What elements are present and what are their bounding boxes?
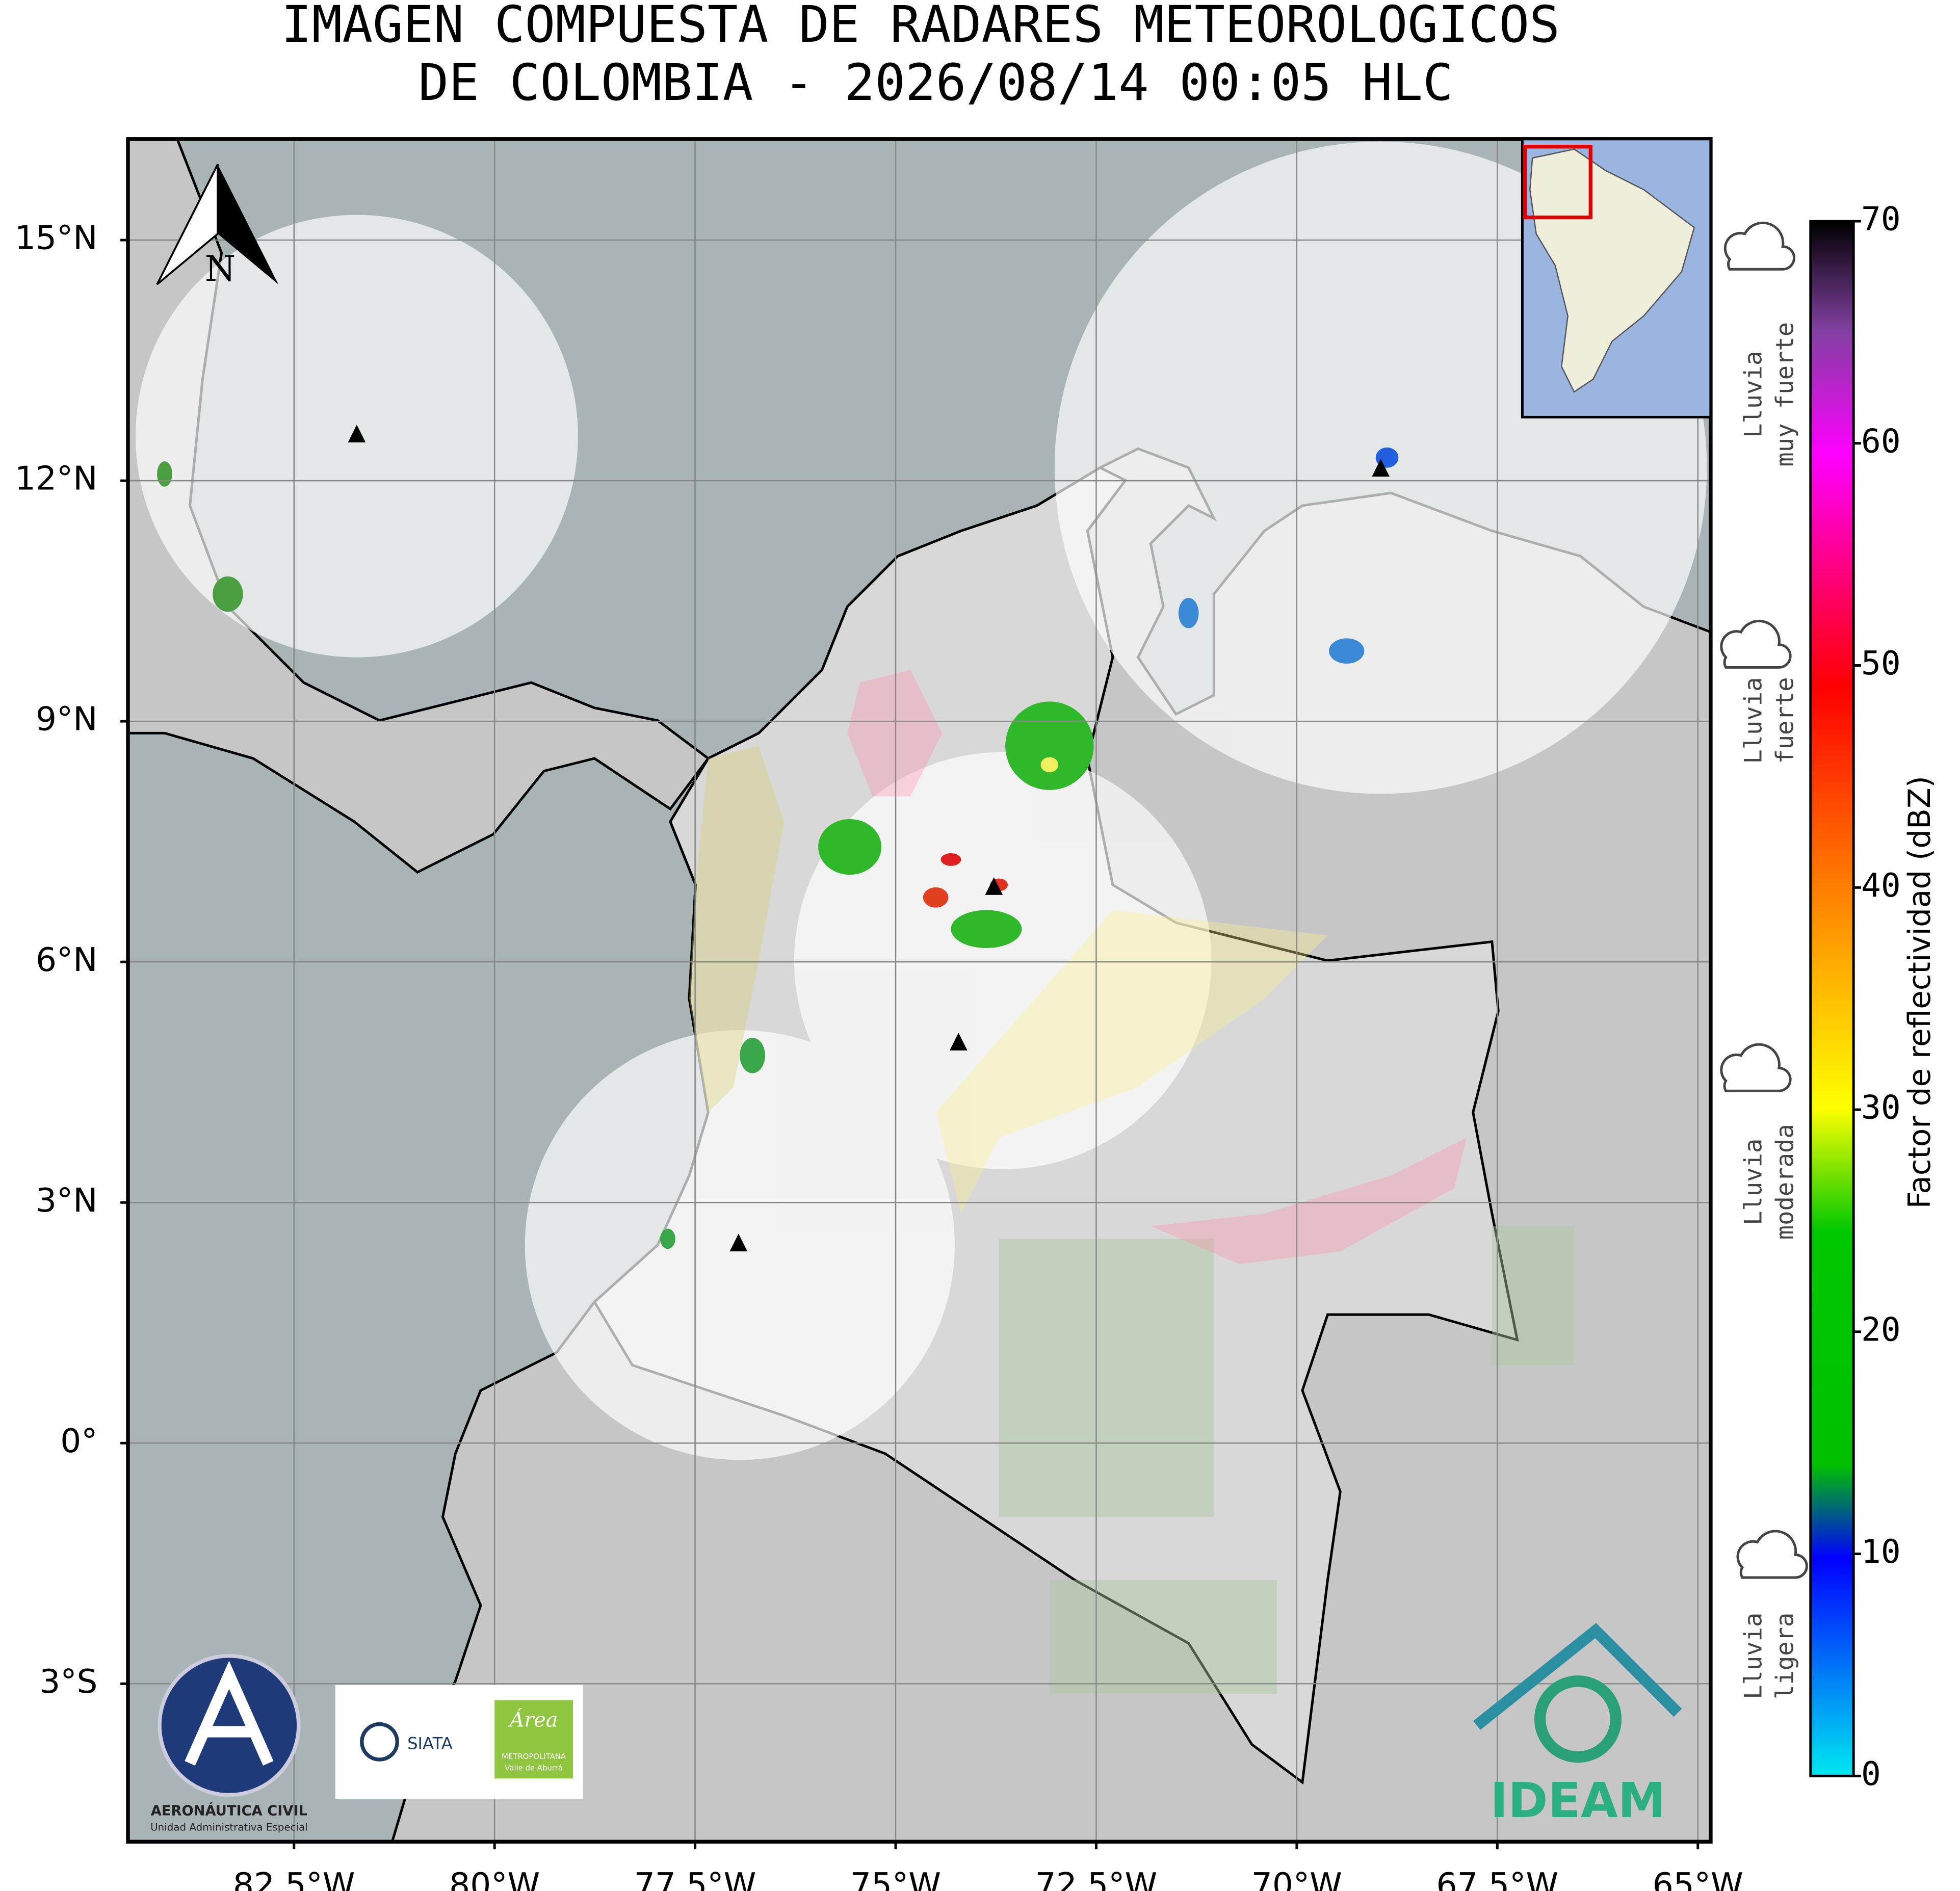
colorbar-label: Factor de reflectividad (dBZ) (1902, 776, 1938, 1209)
x-tick-label: 72.5°W (1035, 1866, 1158, 1891)
y-tick-label: 9°N (36, 700, 97, 739)
north-label: N (205, 249, 236, 290)
y-tick-label: 3°S (39, 1663, 97, 1701)
y-tick-label: 12°N (15, 460, 98, 498)
area-logo-box (494, 1700, 573, 1779)
x-tick-label: 70°W (1251, 1866, 1342, 1891)
area-logo: Área (508, 1708, 558, 1732)
rain-level-label: moderada (1771, 1124, 1799, 1240)
aerocivil-name: AERONÁUTICA CIVIL (151, 1802, 307, 1819)
aerocivil-logo (158, 1654, 301, 1797)
siata-logo: SIATA (407, 1734, 453, 1753)
area-sub2: Valle de Aburrá (505, 1763, 563, 1772)
colorbar-tick-label: 60 (1861, 422, 1901, 460)
colorbar-tick-label: 30 (1861, 1089, 1901, 1127)
aerocivil-sub: Unidad Administrativa Especial (150, 1822, 308, 1833)
y-tick-label: 6°N (36, 941, 97, 979)
plot-frame (126, 137, 1713, 1844)
x-tick-label: 75°W (850, 1866, 941, 1891)
x-tick-label: 67.5°W (1436, 1866, 1559, 1891)
colorbar-tick-label: 20 (1861, 1310, 1901, 1349)
grid (128, 139, 1711, 1842)
parks (999, 1226, 1575, 1694)
y-tick-label: 3°N (36, 1181, 97, 1220)
ideam-logo (1473, 1623, 1682, 1763)
x-tick-label: 82.5°W (233, 1866, 355, 1891)
colorbar-tick-label: 40 (1861, 866, 1901, 905)
rain-level-label: ligera (1771, 1613, 1799, 1699)
rain-level-label: muy fuerte (1771, 322, 1799, 467)
rain-level-label: Lluvia (1740, 351, 1768, 438)
title-line: IMAGEN COMPUESTA DE RADARES METEOROLOGIC… (281, 0, 1560, 54)
rain-level-label: fuerte (1771, 677, 1799, 764)
ideam-name: IDEAM (1490, 1773, 1665, 1829)
soil-moisture (689, 670, 1467, 1264)
colorbar-tick-label: 10 (1861, 1533, 1901, 1571)
title-line: DE COLOMBIA - 2026/08/14 00:05 HLC (419, 54, 1453, 112)
area-sub1: METROPOLITANA (502, 1752, 566, 1761)
x-tick-label: 77.5°W (634, 1866, 756, 1891)
rain-level-label: Lluvia (1740, 677, 1768, 764)
x-tick-label: 65°W (1653, 1866, 1743, 1891)
siata-sun (360, 1722, 399, 1762)
colorbar-tick-label: 70 (1861, 200, 1901, 239)
inset-map (1521, 138, 1712, 418)
colorbar (1809, 220, 1855, 1777)
y-tick-label: 0° (60, 1422, 97, 1460)
radar-sites (348, 425, 1390, 1252)
rain-echoes (157, 447, 1399, 1249)
rain-level-label: Lluvia (1740, 1139, 1768, 1225)
x-tick-label: 80°W (449, 1866, 540, 1891)
colorbar-tick-label: 0 (1861, 1755, 1881, 1793)
map-body (128, 139, 1711, 1842)
rain-level-label: Lluvia (1740, 1613, 1768, 1699)
colorbar-tick-label: 50 (1861, 644, 1901, 682)
y-tick-label: 15°N (15, 219, 98, 257)
